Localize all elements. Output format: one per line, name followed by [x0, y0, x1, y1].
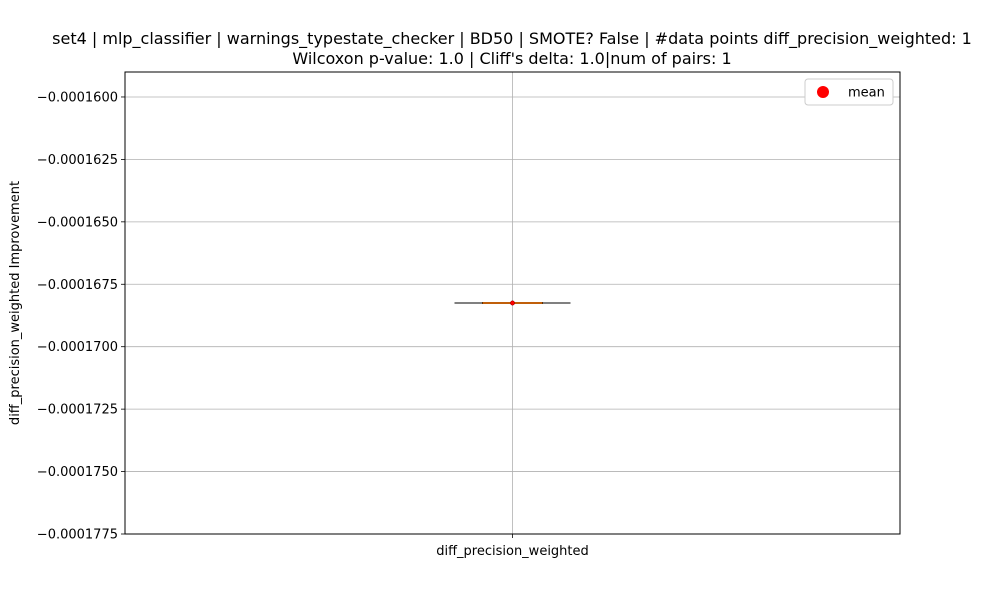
legend-frame	[804, 78, 894, 106]
y-tick-label: −0.0001625	[37, 153, 118, 168]
legend-label-mean: mean	[848, 86, 885, 101]
y-tick-label: −0.0001650	[37, 215, 118, 230]
plot-frame	[124, 71, 901, 535]
y-tick-label: −0.0001675	[37, 278, 118, 293]
y-axis-ticks: −0.0001600 −0.0001625 −0.0001650 −0.0001675…	[37, 90, 125, 543]
y-tick-label: −0.0001725	[37, 403, 118, 418]
legend-mean-marker	[817, 86, 829, 98]
x-axis-ticks: diff_precision_weighted	[436, 534, 589, 559]
chart-title-line1: set4 | mlp_classifier | warnings_typesta…	[52, 29, 972, 49]
legend: mean	[804, 78, 894, 106]
mean-marker	[510, 300, 515, 306]
y-tick-label: −0.0001775	[37, 528, 118, 543]
y-tick-label: −0.0001750	[37, 465, 118, 480]
box-plot	[454, 300, 571, 306]
y-tick-label: −0.0001600	[37, 90, 118, 105]
y-tick-label: −0.0001700	[37, 340, 118, 355]
y-axis-label: diff_precision_weighted Improvement	[8, 181, 23, 425]
x-tick-label: diff_precision_weighted	[436, 544, 589, 559]
chart-title-line2: Wilcoxon p-value: 1.0 | Cliff's delta: 1…	[292, 49, 731, 68]
